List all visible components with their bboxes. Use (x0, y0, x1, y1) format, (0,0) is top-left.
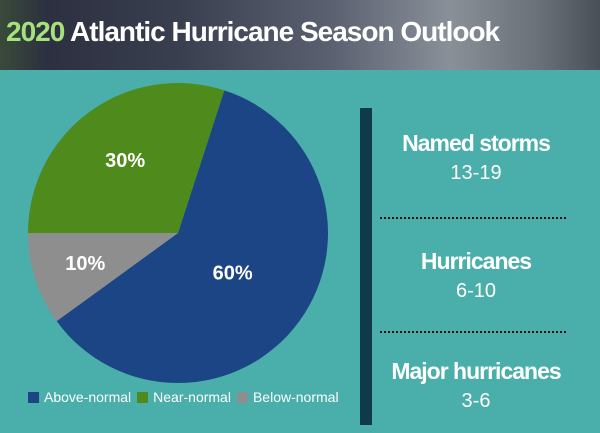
stat-named-storms: Named storms 13-19 (376, 124, 576, 184)
legend-label-above: Above-normal (44, 389, 132, 405)
legend: Above-normal Near-normal Below-normal (28, 389, 358, 405)
stat-value: 13-19 (450, 162, 502, 184)
legend-swatch-above (28, 391, 39, 403)
header-banner: 2020 Atlantic Hurricane Season Outlook (0, 0, 600, 70)
stat-label: Named storms (402, 130, 551, 156)
dotted-divider (380, 217, 566, 219)
legend-label-near: Near-normal (153, 389, 231, 405)
dotted-divider (380, 331, 566, 333)
pie-slice-near-normal (28, 82, 225, 233)
pie-label-below-normal: 10% (65, 253, 105, 275)
pie-chart: 60% 10% 30% (28, 82, 328, 383)
legend-item-below: Below-normal (236, 389, 339, 405)
stat-label: Major hurricanes (391, 358, 561, 384)
legend-item-above: Above-normal (28, 389, 131, 405)
stat-label: Hurricanes (420, 248, 532, 274)
legend-label-below: Below-normal (252, 389, 339, 405)
legend-item-near: Near-normal (137, 389, 231, 405)
pie-label-near-normal: 30% (105, 150, 145, 172)
legend-swatch-below (236, 391, 248, 403)
pie-slice-below-normal (28, 233, 178, 322)
stat-hurricanes: Hurricanes 6-10 (376, 242, 576, 302)
legend-swatch-near (137, 391, 149, 403)
pie-label-above-normal: 60% (213, 263, 253, 285)
page-title: 2020 Atlantic Hurricane Season Outlook (6, 16, 500, 47)
pie-slice-above-normal (56, 90, 328, 383)
stat-value: 6-10 (455, 280, 497, 302)
stat-value: 3-6 (461, 390, 491, 412)
stat-major-hurricanes: Major hurricanes 3-6 (376, 352, 576, 412)
vertical-divider (360, 108, 372, 425)
